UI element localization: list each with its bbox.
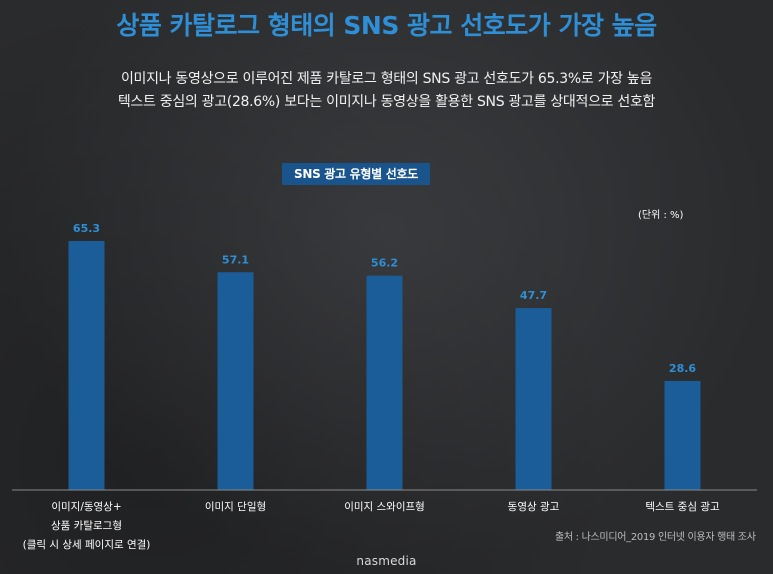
- page-title: 상품 카탈로그 형태의 SNS 광고 선호도가 가장 높음: [116, 11, 657, 40]
- bar: [515, 308, 552, 490]
- category-label: 동영상 광고: [508, 501, 560, 513]
- bar: [664, 380, 701, 490]
- data-label: 65.3: [73, 222, 100, 235]
- data-label: 56.2: [371, 257, 398, 270]
- subtitle-line-2: 텍스트 중심의 광고(28.6%) 보다는 이미지나 동영상을 활용한 SNS …: [117, 94, 656, 110]
- category-label: 이미지 단일형: [205, 500, 266, 513]
- category-label: 이미지/동영상+: [51, 501, 121, 513]
- chart-unit-label: (단위 : %): [638, 210, 684, 221]
- data-label: 47.7: [520, 289, 547, 302]
- data-label: 28.6: [669, 362, 696, 375]
- bar: [366, 275, 403, 490]
- bar: [217, 272, 254, 490]
- bar: [68, 240, 105, 490]
- nasmedia-logo: nasmedia: [356, 554, 417, 568]
- subtitle-line-1: 이미지나 동영상으로 이루어진 제품 카탈로그 형태의 SNS 광고 선호도가 …: [120, 71, 653, 87]
- category-label: 텍스트 중심 광고: [645, 501, 720, 513]
- category-label: (클릭 시 상세 페이지로 연결): [23, 539, 151, 551]
- chart-title: SNS 광고 유형별 선호도: [282, 163, 430, 185]
- source-note: 출처 : 나스미디어_2019 인터넷 이용자 행태 조사: [555, 532, 756, 543]
- category-label: 이미지 스와이프형: [344, 501, 425, 513]
- category-label: 상품 카탈로그형: [51, 519, 122, 532]
- data-label: 57.1: [222, 253, 249, 266]
